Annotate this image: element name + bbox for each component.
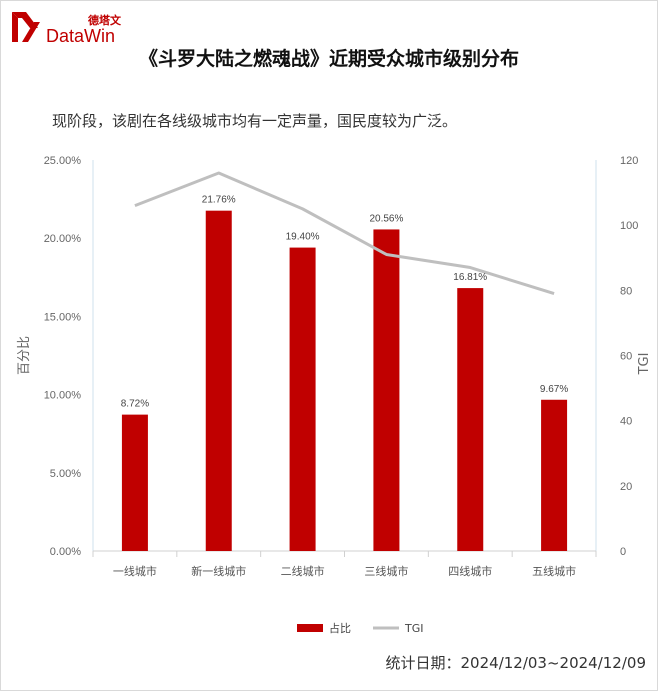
bar-value-label: 16.81% — [453, 272, 487, 283]
y2-tick-label: 80 — [620, 285, 632, 297]
y2-tick-label: 20 — [620, 481, 632, 493]
bar-value-label: 21.76% — [202, 195, 236, 206]
tgi-line — [134, 171, 555, 296]
chart-subtitle: 现阶段，该剧在各线级城市均有一定声量，国民度较为广泛。 — [52, 112, 458, 130]
bar — [289, 247, 316, 552]
y-axis-title: 百分比 — [17, 336, 32, 375]
bar-series — [121, 210, 568, 552]
x-tick-label: 三线城市 — [364, 564, 408, 578]
y2-tick-label: 120 — [620, 155, 638, 167]
bar-value-label: 19.40% — [286, 232, 320, 243]
y2-tick-label: 0 — [620, 546, 626, 558]
date-range: 统计日期：2024/12/03~2024/12/09 — [385, 654, 646, 672]
y2-tick-label: 60 — [620, 351, 632, 363]
brand-name-cn: 德塔文 — [88, 14, 121, 27]
brand-name-en: DataWin — [46, 26, 116, 46]
x-tick-label: 一线城市 — [113, 564, 157, 578]
data-labels: 8.72% 21.76% 19.40% 20.56% 16.81% 9.67% — [121, 195, 569, 410]
x-tick-label: 二线城市 — [281, 564, 325, 578]
y-tick-label: 0.00% — [50, 546, 81, 558]
x-tick-label: 四线城市 — [448, 564, 492, 578]
bar-value-label: 9.67% — [540, 384, 568, 395]
bar-value-label: 20.56% — [369, 213, 403, 224]
y2-tick-label: 40 — [620, 416, 632, 428]
y-tick-label: 5.00% — [50, 468, 81, 480]
legend-line-label: TGI — [404, 622, 424, 635]
chart-axes: 0.00% 5.00% 10.00% 15.00% 20.00% 25.00% 0 20 40 6… — [17, 155, 652, 578]
datawin-logo-icon — [12, 12, 40, 42]
brand-logo: 德塔文 DataWin — [8, 8, 138, 48]
x-tick-label: 五线城市 — [532, 564, 576, 578]
y-tick-label: 10.00% — [44, 390, 82, 402]
x-tick-label: 新一线城市 — [191, 564, 246, 578]
y2-tick-label: 100 — [620, 220, 638, 232]
y-tick-label: 15.00% — [44, 311, 82, 323]
legend-bar-label: 占比 — [329, 621, 351, 635]
bar — [457, 288, 484, 551]
chart-legend: 占比 TGI — [297, 621, 424, 635]
y2-axis-title: TGI — [637, 353, 652, 376]
bar — [373, 229, 400, 552]
y-tick-label: 20.00% — [44, 233, 82, 245]
y-tick-label: 25.00% — [44, 155, 82, 167]
legend-bar-swatch — [297, 624, 323, 632]
bar — [121, 414, 148, 551]
chart-title: 《斗罗大陆之燃魂战》近期受众城市级别分布 — [138, 48, 519, 70]
bar — [205, 210, 232, 552]
bar — [541, 399, 568, 551]
bar-value-label: 8.72% — [121, 399, 149, 410]
tgi-series — [134, 171, 555, 296]
